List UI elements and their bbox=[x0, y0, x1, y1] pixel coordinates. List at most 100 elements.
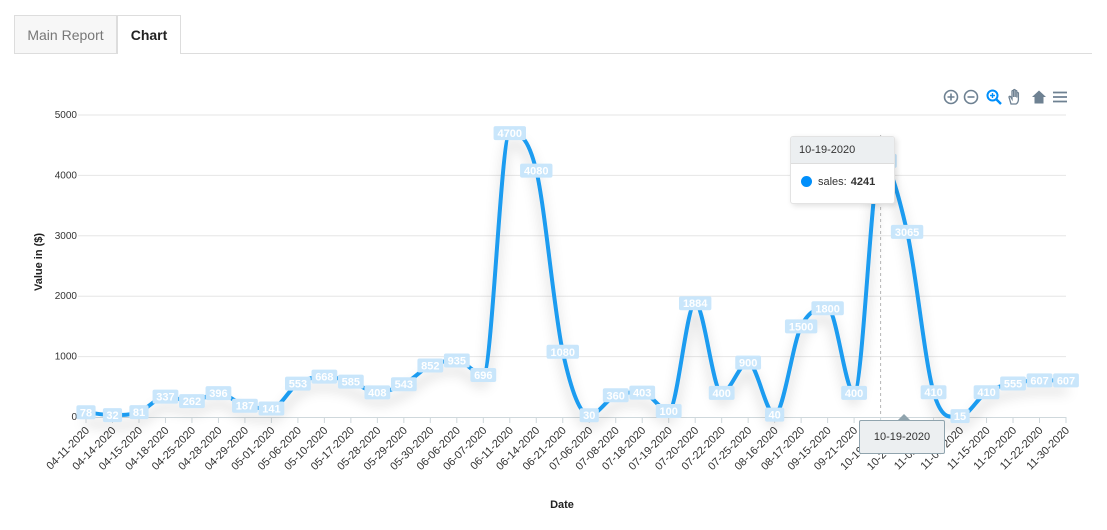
data-label-text: 262 bbox=[183, 396, 201, 408]
data-label: 543 bbox=[390, 377, 417, 392]
data-label-text: 81 bbox=[133, 407, 145, 419]
data-label-text: 187 bbox=[236, 401, 254, 413]
data-label: 410 bbox=[973, 385, 1000, 400]
data-label: 15 bbox=[950, 409, 970, 424]
data-label: 900 bbox=[735, 355, 762, 370]
data-label: 410 bbox=[920, 385, 947, 400]
data-label-bg bbox=[152, 389, 179, 404]
data-label-bg bbox=[678, 296, 712, 311]
data-label: 360 bbox=[602, 388, 629, 403]
data-label-text: 585 bbox=[342, 377, 360, 389]
y-tick-label: 3000 bbox=[55, 231, 78, 242]
data-label-text: 900 bbox=[739, 358, 757, 370]
data-label-bg bbox=[364, 385, 391, 400]
data-label: 607 bbox=[1026, 373, 1053, 388]
data-label-bg bbox=[311, 369, 338, 384]
data-label-bg bbox=[950, 409, 970, 424]
data-label-text: 30 bbox=[583, 410, 595, 422]
zoom-in-icon[interactable] bbox=[942, 88, 960, 106]
data-label: 187 bbox=[232, 398, 258, 413]
data-label-bg bbox=[655, 403, 682, 418]
data-label: 1800 bbox=[811, 301, 844, 316]
data-label-text: 935 bbox=[448, 356, 466, 368]
data-label-bg bbox=[784, 319, 818, 334]
data-label: 555 bbox=[1000, 376, 1026, 391]
data-label-text: 360 bbox=[607, 390, 625, 402]
data-label-bg bbox=[602, 388, 629, 403]
data-label-bg bbox=[493, 126, 526, 141]
data-label-bg bbox=[76, 405, 96, 420]
data-label-text: 543 bbox=[395, 379, 413, 391]
data-label-bg bbox=[443, 353, 470, 368]
data-label: 3065 bbox=[890, 224, 924, 239]
tab-bar: Main Report Chart bbox=[14, 15, 1092, 54]
data-label-bg bbox=[129, 405, 149, 420]
tooltip-value: 4241 bbox=[850, 176, 876, 188]
tab-main-report[interactable]: Main Report bbox=[14, 15, 117, 53]
data-label-text: 100 bbox=[660, 406, 678, 418]
data-label-text: 141 bbox=[262, 403, 280, 415]
data-label-text: 553 bbox=[289, 379, 307, 391]
data-label: 696 bbox=[470, 367, 497, 382]
data-label-text: 696 bbox=[474, 370, 492, 382]
data-label-bg bbox=[205, 386, 232, 401]
data-label-text: 410 bbox=[977, 387, 995, 399]
tooltip-row: sales: 4241 bbox=[791, 164, 894, 195]
data-label-bg bbox=[1000, 376, 1026, 391]
data-label-text: 410 bbox=[924, 387, 942, 399]
data-label-bg bbox=[920, 385, 947, 400]
data-label-bg bbox=[337, 374, 364, 389]
y-tick-label: 1000 bbox=[55, 352, 78, 363]
home-reset-icon[interactable] bbox=[1030, 88, 1048, 106]
tab-chart[interactable]: Chart bbox=[117, 15, 181, 54]
data-label-text: 1080 bbox=[551, 347, 575, 359]
data-label: 585 bbox=[337, 374, 364, 389]
data-label-bg bbox=[390, 377, 417, 392]
data-label-text: 78 bbox=[80, 407, 92, 419]
data-label-text: 408 bbox=[368, 387, 386, 399]
data-label: 935 bbox=[443, 353, 470, 368]
zoom-out-icon[interactable] bbox=[962, 88, 980, 106]
data-label: 396 bbox=[205, 386, 232, 401]
data-labels: 78 32 81 337 262 396 187 141 553 668 585 408 543 852 9… bbox=[76, 126, 1079, 424]
data-label-bg bbox=[470, 367, 497, 382]
data-label-text: 607 bbox=[1030, 375, 1048, 387]
data-label: 400 bbox=[708, 385, 735, 400]
data-label: 141 bbox=[258, 401, 285, 416]
data-label: 262 bbox=[179, 394, 205, 409]
y-axis-title: Value in ($) bbox=[33, 233, 45, 291]
data-label: 1500 bbox=[784, 319, 818, 334]
tooltip-title: 10-19-2020 bbox=[791, 137, 894, 164]
data-label-bg bbox=[258, 401, 285, 416]
data-label: 403 bbox=[629, 385, 656, 400]
crosshair-x-label: 10-19-2020 bbox=[859, 420, 945, 454]
data-label: 400 bbox=[841, 385, 868, 400]
data-label-bg bbox=[1026, 373, 1053, 388]
data-label-text: 1884 bbox=[683, 298, 708, 310]
data-label-text: 607 bbox=[1057, 375, 1075, 387]
chart-tooltip: 10-19-2020 sales: 4241 bbox=[790, 136, 895, 204]
y-tick-label: 4000 bbox=[55, 170, 78, 181]
data-label-bg bbox=[232, 398, 258, 413]
tooltip-series-marker bbox=[801, 176, 812, 187]
tooltip-series-label: sales: bbox=[818, 176, 847, 188]
data-label-text: 337 bbox=[156, 392, 174, 404]
data-label-text: 3065 bbox=[895, 227, 919, 239]
data-label: 553 bbox=[284, 376, 311, 391]
data-label-bg bbox=[179, 394, 205, 409]
data-label-bg bbox=[708, 385, 735, 400]
menu-icon[interactable] bbox=[1051, 88, 1069, 106]
data-label-bg bbox=[284, 376, 311, 391]
data-label-bg bbox=[629, 385, 656, 400]
data-label-text: 852 bbox=[421, 361, 439, 373]
data-label-text: 403 bbox=[633, 388, 651, 400]
data-label-bg bbox=[1053, 373, 1079, 388]
y-tick-label: 2000 bbox=[55, 291, 78, 302]
data-label: 100 bbox=[655, 403, 682, 418]
selection-zoom-icon[interactable] bbox=[985, 88, 1003, 106]
data-label: 1080 bbox=[546, 344, 579, 359]
pan-icon[interactable] bbox=[1006, 88, 1024, 106]
data-label: 81 bbox=[129, 405, 149, 420]
data-label: 32 bbox=[102, 408, 123, 423]
